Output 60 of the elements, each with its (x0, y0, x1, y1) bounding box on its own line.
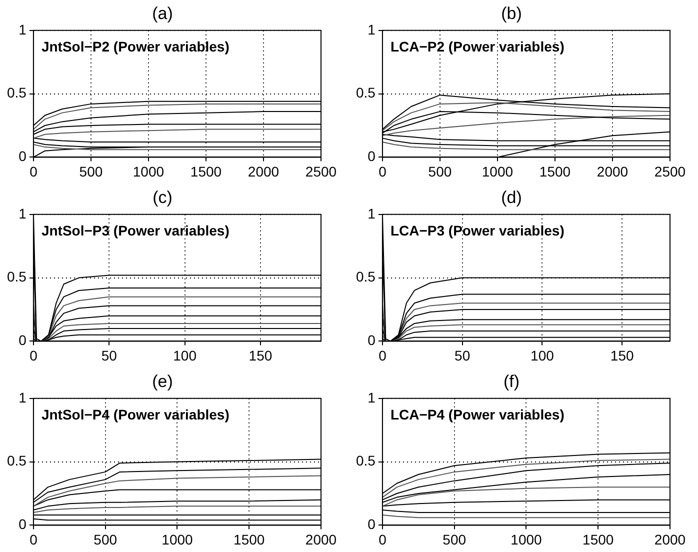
chart-title: (a) (152, 4, 173, 23)
y-tick-label: 0.5 (356, 452, 376, 469)
annotation: JntSol−P2 (Power variables) (41, 38, 230, 54)
x-tick-label: 1500 (582, 531, 614, 548)
annotation: LCA−P3 (Power variables) (390, 222, 564, 238)
y-tick-label: 1 (368, 205, 376, 222)
chart-title: (f) (503, 372, 520, 391)
annotation: LCA−P4 (Power variables) (390, 406, 564, 422)
x-tick-label: 50 (101, 347, 118, 364)
y-tick-label: 0 (368, 516, 376, 532)
y-tick-label: 0.5 (356, 84, 376, 101)
x-tick-label: 2500 (305, 163, 337, 180)
annotation: JntSol−P4 (Power variables) (41, 406, 230, 422)
x-tick-label: 2000 (654, 531, 686, 548)
x-tick-label: 1000 (482, 163, 514, 180)
y-tick-label: 0.5 (6, 84, 27, 101)
x-tick-label: 150 (248, 347, 272, 364)
x-tick-label: 50 (454, 347, 470, 364)
x-tick-label: 0 (30, 163, 38, 180)
y-tick-label: 0 (18, 516, 27, 532)
chart-title: (d) (501, 188, 522, 207)
x-tick-label: 2000 (596, 163, 628, 180)
y-tick-label: 1 (18, 21, 27, 38)
x-tick-label: 1000 (132, 163, 164, 180)
x-tick-label: 1000 (510, 531, 542, 548)
x-tick-label: 500 (428, 163, 452, 180)
x-tick-label: 100 (173, 347, 197, 364)
chart-title: (b) (501, 4, 522, 23)
y-tick-label: 0.5 (6, 452, 27, 469)
x-tick-label: 1500 (190, 163, 222, 180)
y-tick-label: 1 (18, 389, 27, 406)
x-tick-label: 500 (442, 531, 466, 548)
y-tick-label: 1 (368, 389, 376, 406)
x-tick-label: 2000 (248, 163, 280, 180)
y-tick-label: 0 (18, 148, 27, 164)
x-tick-label: 1500 (234, 531, 265, 548)
x-tick-label: 500 (79, 163, 103, 180)
y-tick-label: 1 (18, 205, 27, 222)
chart-title: (c) (152, 188, 172, 207)
x-tick-label: 0 (30, 347, 38, 364)
x-tick-label: 150 (610, 347, 634, 364)
x-tick-label: 0 (30, 531, 38, 548)
y-tick-label: 0 (368, 332, 376, 348)
x-tick-label: 0 (378, 347, 387, 364)
x-tick-label: 500 (94, 531, 118, 548)
y-tick-label: 0 (18, 332, 27, 348)
y-tick-label: 0 (368, 148, 376, 164)
chart-title: (e) (152, 372, 173, 391)
annotation: LCA−P2 (Power variables) (390, 38, 564, 54)
x-tick-label: 2500 (654, 163, 686, 180)
x-tick-label: 100 (530, 347, 554, 364)
annotation: JntSol−P3 (Power variables) (41, 222, 230, 238)
x-tick-label: 1500 (539, 163, 571, 180)
y-tick-label: 0.5 (6, 268, 27, 285)
y-tick-label: 1 (368, 21, 376, 38)
x-tick-label: 1000 (162, 531, 194, 548)
y-tick-label: 0.5 (356, 268, 376, 285)
x-tick-label: 2000 (305, 531, 337, 548)
x-tick-label: 0 (378, 163, 387, 180)
x-tick-label: 0 (378, 531, 387, 548)
